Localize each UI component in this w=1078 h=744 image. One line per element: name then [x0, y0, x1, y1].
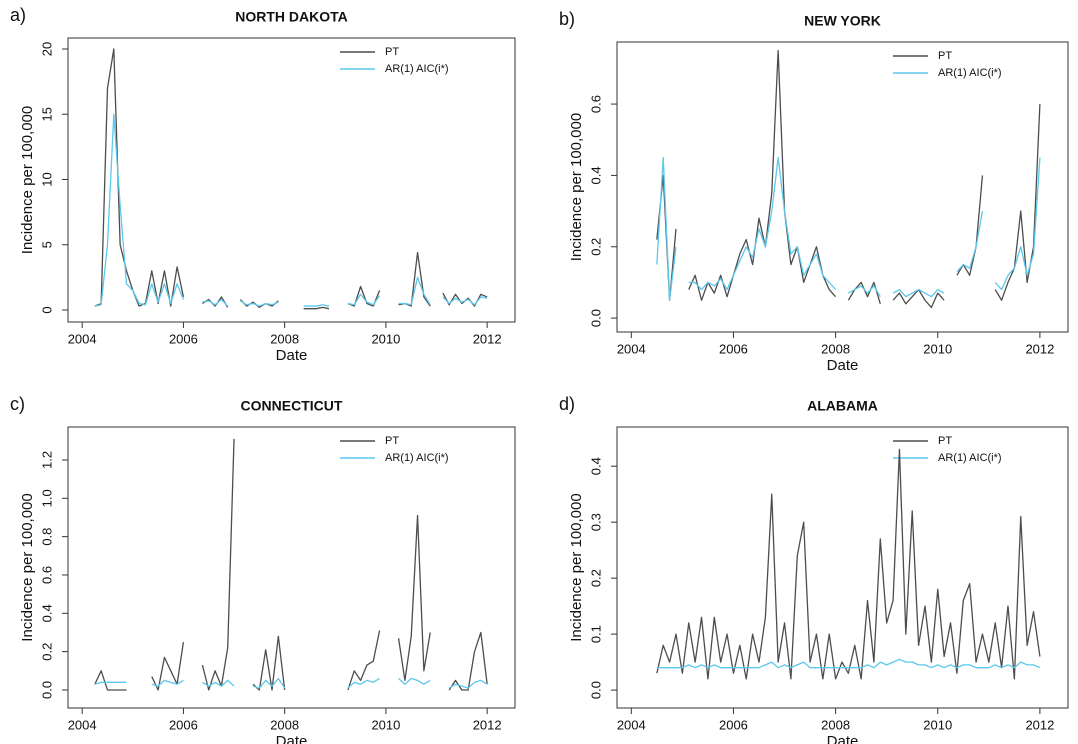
- x-tick-label: 2006: [169, 331, 198, 346]
- chart-panel: c) CONNECTICUT 2004 2006 2008 2010 2012 0.0 0.2 0…: [10, 394, 516, 744]
- y-axis-label: Incidence per 100,000: [568, 493, 585, 641]
- chart-panel: b) NEW YORK 2004 2006 2008 2010 2012 0.0 0.2 0.4 0…: [559, 9, 1069, 374]
- x-tick-label: 2010: [371, 331, 400, 346]
- x-tick-label: 2006: [719, 717, 748, 732]
- data-line: [94, 438, 488, 691]
- data-line: [656, 49, 1041, 309]
- chart-title: CONNECTICUT: [241, 398, 343, 414]
- chart-title: NEW YORK: [804, 13, 881, 29]
- data-line: [656, 156, 1041, 301]
- data-line: [656, 658, 1041, 669]
- y-tick-label: 0.6: [588, 95, 603, 113]
- legend-label: AR(1) AIC(i*): [385, 63, 449, 75]
- y-tick-label: 0.8: [39, 528, 54, 546]
- panel-label: c): [10, 394, 25, 414]
- y-axis-label: Incidence per 100,000: [19, 493, 36, 641]
- x-tick-label: 2006: [169, 717, 198, 732]
- y-tick-label: 20: [39, 42, 54, 56]
- x-axis-label: Date: [276, 733, 308, 744]
- y-tick-label: 15: [39, 107, 54, 121]
- data-line: [94, 677, 488, 689]
- x-tick-label: 2012: [473, 717, 502, 732]
- x-tick-label: 2008: [270, 331, 299, 346]
- plot-frame: [67, 37, 516, 323]
- chart-panel: d) ALABAMA 2004 2006 2008 2010 2012 0.0 0.1 0.2 0.…: [559, 394, 1069, 744]
- panel-label: d): [559, 394, 575, 414]
- legend-label: PT: [385, 435, 399, 447]
- x-tick-label: 2004: [68, 717, 97, 732]
- data-line: [94, 48, 488, 310]
- plot-frame: [616, 426, 1069, 709]
- y-tick-label: 1.0: [39, 489, 54, 507]
- y-tick-label: 10: [39, 172, 54, 186]
- y-tick-label: 0.0: [39, 681, 54, 699]
- x-tick-label: 2010: [923, 717, 952, 732]
- x-tick-label: 2012: [1025, 717, 1054, 732]
- y-tick-label: 0.0: [588, 681, 603, 699]
- y-axis-label: Incidence per 100,000: [19, 106, 36, 254]
- y-tick-label: 0: [39, 306, 54, 313]
- x-tick-label: 2004: [68, 331, 97, 346]
- chart-panel: a) NORTH DAKOTA 2004 2006 2008 2010 2012 0 5 10 15…: [10, 5, 516, 364]
- panel-label: a): [10, 5, 26, 25]
- y-tick-label: 0.6: [39, 566, 54, 584]
- legend-label: PT: [938, 435, 952, 447]
- plot-frame: [616, 41, 1069, 333]
- data-line: [94, 113, 488, 307]
- legend-label: AR(1) AIC(i*): [938, 452, 1002, 464]
- x-tick-label: 2008: [821, 717, 850, 732]
- y-tick-label: 0.2: [39, 643, 54, 661]
- x-tick-label: 2010: [371, 717, 400, 732]
- x-axis-label: Date: [827, 357, 859, 374]
- data-line: [656, 448, 1041, 680]
- y-tick-label: 5: [39, 241, 54, 248]
- y-axis-label: Incidence per 100,000: [568, 113, 585, 261]
- y-tick-label: 0.4: [588, 457, 603, 475]
- x-tick-label: 2008: [270, 717, 299, 732]
- y-tick-label: 0.2: [588, 569, 603, 587]
- x-tick-label: 2008: [821, 341, 850, 356]
- x-tick-label: 2012: [1025, 341, 1054, 356]
- chart-title: ALABAMA: [807, 398, 878, 414]
- chart-title: NORTH DAKOTA: [235, 9, 348, 25]
- y-tick-label: 0.2: [588, 238, 603, 256]
- legend-label: AR(1) AIC(i*): [938, 67, 1002, 79]
- x-tick-label: 2004: [617, 717, 646, 732]
- x-tick-label: 2004: [617, 341, 646, 356]
- x-tick-label: 2012: [473, 331, 502, 346]
- y-tick-label: 0.3: [588, 513, 603, 531]
- y-tick-label: 0.4: [588, 166, 603, 184]
- plot-frame: [67, 426, 516, 709]
- x-axis-label: Date: [276, 347, 308, 364]
- y-tick-label: 0.0: [588, 309, 603, 327]
- legend-label: PT: [385, 46, 399, 58]
- panel-label: b): [559, 9, 575, 29]
- x-axis-label: Date: [827, 733, 859, 744]
- x-tick-label: 2006: [719, 341, 748, 356]
- legend-label: PT: [938, 50, 952, 62]
- y-tick-label: 1.2: [39, 451, 54, 469]
- y-tick-label: 0.1: [588, 625, 603, 643]
- y-tick-label: 0.4: [39, 604, 54, 622]
- legend-label: AR(1) AIC(i*): [385, 452, 449, 464]
- x-tick-label: 2010: [923, 341, 952, 356]
